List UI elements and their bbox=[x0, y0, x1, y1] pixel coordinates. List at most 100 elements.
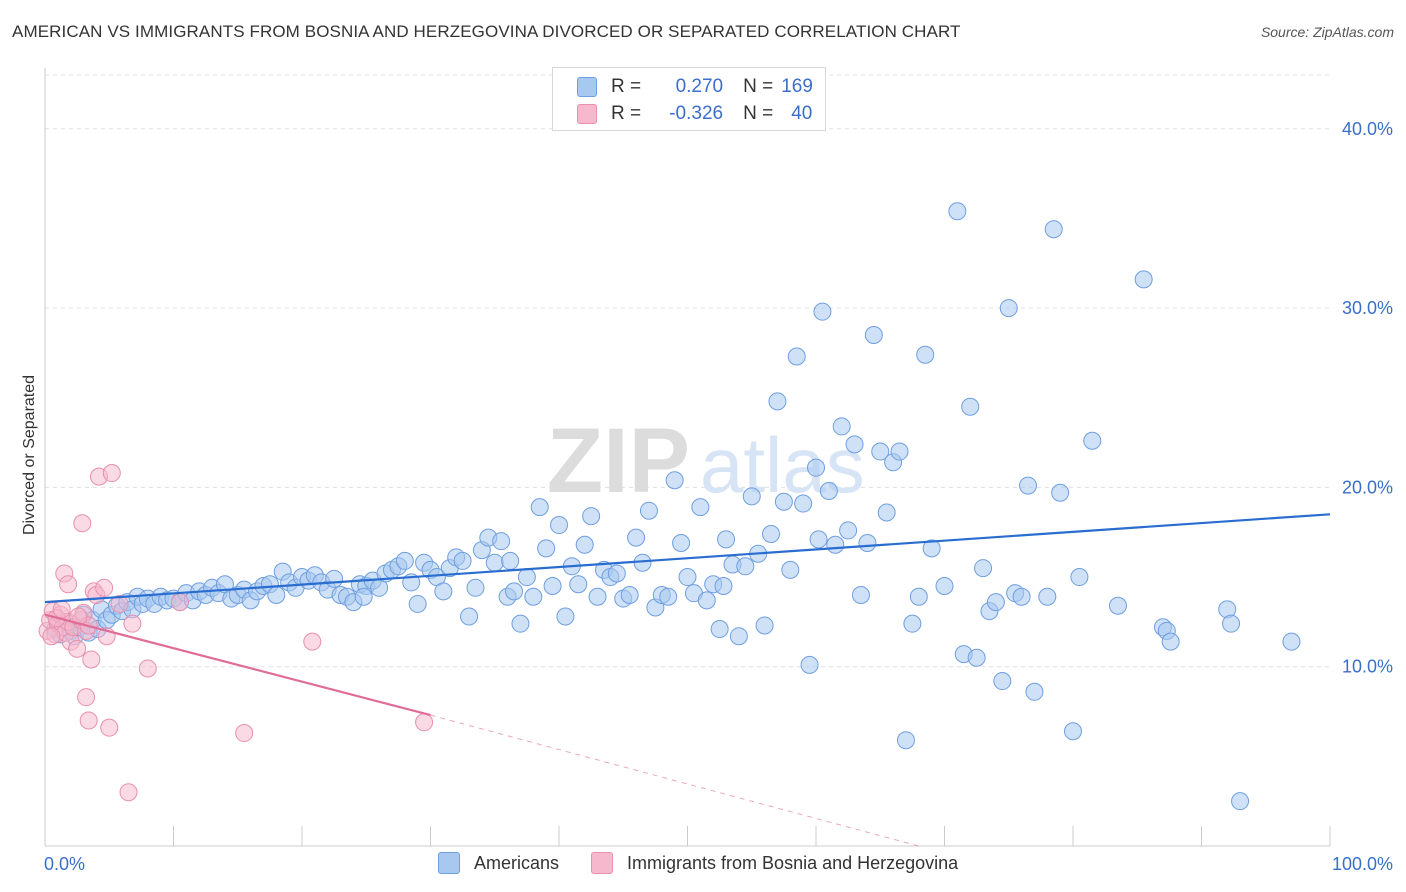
legend-r-label: R = bbox=[611, 76, 642, 97]
bosnia-point bbox=[73, 514, 92, 533]
american-point bbox=[1051, 483, 1070, 502]
bosnia-point bbox=[235, 724, 254, 743]
bosnia-point bbox=[303, 632, 322, 651]
bosnia-point bbox=[170, 593, 189, 612]
american-point bbox=[267, 585, 286, 604]
american-point bbox=[501, 551, 520, 570]
y-tick-label: 10.0% bbox=[1342, 657, 1393, 677]
american-point bbox=[550, 516, 568, 535]
american-point bbox=[839, 521, 858, 540]
american-point bbox=[1070, 568, 1089, 587]
american-point bbox=[794, 494, 813, 513]
american-point bbox=[813, 302, 832, 321]
american-point bbox=[742, 487, 761, 506]
american-point bbox=[774, 492, 793, 511]
american-point bbox=[697, 591, 716, 610]
bosnia-point bbox=[95, 578, 114, 597]
legend-n-label: N = bbox=[743, 76, 774, 97]
american-point bbox=[1161, 632, 1180, 651]
american-point bbox=[935, 577, 954, 596]
american-point bbox=[1025, 682, 1044, 701]
legend-label-americans: Americans bbox=[474, 852, 560, 873]
american-point bbox=[826, 535, 845, 554]
axes bbox=[44, 68, 1331, 847]
american-point bbox=[530, 498, 549, 517]
legend-swatch-blue bbox=[438, 852, 460, 874]
bosnia-point bbox=[52, 600, 71, 619]
american-point bbox=[582, 507, 601, 526]
american-point bbox=[453, 551, 472, 570]
american-point bbox=[543, 577, 562, 596]
american-point bbox=[755, 616, 774, 635]
american-point bbox=[505, 582, 524, 601]
bosnia-point bbox=[79, 711, 98, 730]
bosnia-point bbox=[100, 718, 119, 737]
american-point bbox=[916, 345, 935, 364]
american-point bbox=[807, 458, 825, 477]
american-point bbox=[787, 347, 806, 366]
american-point bbox=[714, 577, 733, 596]
american-point bbox=[639, 501, 658, 520]
american-point bbox=[524, 587, 543, 606]
legend-item-americans: Americans bbox=[438, 852, 559, 874]
legend-swatch-pink bbox=[591, 852, 614, 874]
american-point bbox=[537, 539, 556, 558]
legend-n-value: 169 bbox=[781, 76, 813, 97]
american-point bbox=[1231, 792, 1250, 811]
american-point bbox=[986, 593, 1005, 612]
bosnia-points bbox=[38, 464, 434, 802]
source-note: Source: ZipAtlas.com bbox=[1260, 24, 1394, 40]
american-point bbox=[864, 325, 883, 344]
american-point bbox=[832, 417, 851, 436]
american-point bbox=[511, 614, 530, 633]
american-point bbox=[1038, 587, 1057, 606]
legend-label-bosnia: Immigrants from Bosnia and Herzegovina bbox=[627, 852, 959, 873]
bosnia-trend-extension bbox=[430, 714, 919, 847]
american-point bbox=[1134, 270, 1153, 289]
chart-title: AMERICAN VS IMMIGRANTS FROM BOSNIA AND H… bbox=[12, 22, 961, 41]
american-point bbox=[993, 672, 1012, 691]
american-point bbox=[762, 525, 781, 544]
american-point bbox=[890, 442, 909, 461]
american-point bbox=[909, 587, 928, 606]
bosnia-point bbox=[77, 688, 96, 707]
legend-swatch-pink bbox=[577, 104, 597, 124]
y-tick-label: 30.0% bbox=[1342, 298, 1393, 318]
american-point bbox=[1083, 431, 1102, 450]
legend-r-value: -0.326 bbox=[669, 103, 724, 124]
bosnia-point bbox=[138, 659, 157, 678]
american-point bbox=[800, 655, 819, 674]
y-tick-label: 20.0% bbox=[1342, 477, 1393, 497]
american-point bbox=[871, 442, 890, 461]
american-point bbox=[768, 392, 787, 411]
american-point bbox=[460, 607, 479, 626]
legend-item-bosnia: Immigrants from Bosnia and Herzegovina bbox=[591, 852, 958, 874]
trend-lines bbox=[44, 513, 1331, 847]
american-point bbox=[729, 627, 748, 646]
bosnia-point bbox=[69, 607, 88, 626]
bosnia-point bbox=[119, 783, 138, 802]
legend-r-value: 0.270 bbox=[675, 76, 724, 97]
american-point bbox=[678, 568, 697, 587]
americans-trend-line bbox=[44, 513, 1331, 604]
american-point bbox=[325, 569, 344, 588]
american-point bbox=[999, 299, 1018, 318]
american-point bbox=[517, 568, 536, 587]
bosnia-point bbox=[59, 575, 78, 594]
american-point bbox=[588, 587, 607, 606]
american-point bbox=[354, 587, 373, 606]
american-point bbox=[672, 533, 691, 552]
legend-row-americans: R = 0.270 N = 169 bbox=[577, 74, 813, 100]
american-point bbox=[851, 585, 870, 604]
american-point bbox=[620, 585, 639, 604]
american-point bbox=[1044, 220, 1063, 239]
american-point bbox=[1108, 596, 1127, 615]
legend-n-label: N = bbox=[743, 103, 774, 124]
american-point bbox=[434, 582, 453, 601]
american-point bbox=[845, 435, 864, 454]
american-point bbox=[466, 578, 485, 597]
bosnia-trend-line bbox=[44, 613, 431, 717]
american-point bbox=[556, 607, 575, 626]
american-point bbox=[569, 575, 588, 594]
